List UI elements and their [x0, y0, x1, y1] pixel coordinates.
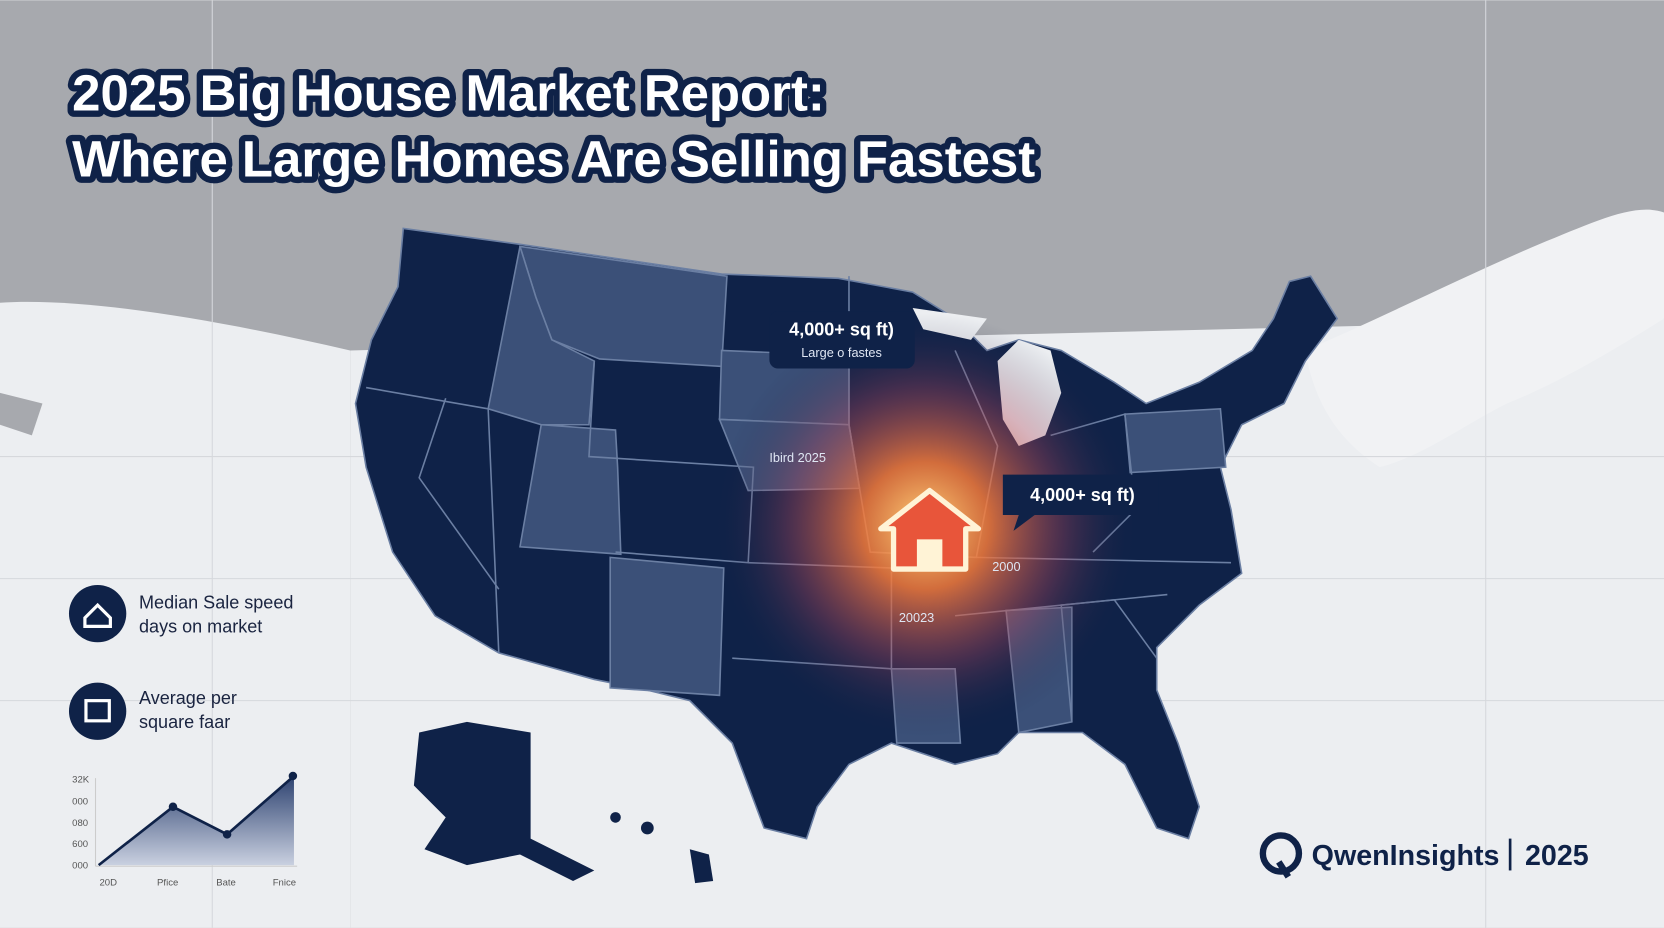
island	[689, 849, 714, 884]
water-patch	[0, 392, 43, 436]
border	[418, 397, 500, 590]
brand-logo	[1259, 832, 1303, 875]
brand-name: QwenInsights	[1312, 840, 1500, 872]
mini-dot	[168, 802, 178, 812]
legend-text: square faar	[139, 712, 230, 732]
island	[610, 812, 621, 823]
land-canada-east	[1305, 209, 1664, 468]
mini-dot	[222, 830, 232, 839]
brand-logo	[1276, 860, 1292, 879]
legend-glyph	[84, 699, 111, 723]
legend-icon	[68, 682, 127, 740]
y-label: 000	[72, 797, 88, 808]
mini-line	[97, 775, 295, 867]
y-label: 080	[72, 818, 88, 829]
house-shape	[878, 487, 982, 572]
callout-sublabel: Large o fastes	[801, 345, 882, 360]
y-label: 32K	[72, 774, 90, 785]
title-line: Where Large Homes Are Selling Fastest	[72, 130, 1035, 187]
y-label: 600	[72, 839, 88, 850]
map-label: 20023	[899, 610, 934, 625]
alaska	[413, 721, 595, 882]
mini-dot	[288, 771, 298, 781]
x-label: Bate	[216, 877, 236, 888]
y-label: 000	[72, 860, 88, 871]
mini-chart: 32K 000 080 600 000 20D Pfice Bate Fnice	[72, 771, 298, 888]
callout-box	[1002, 474, 1159, 531]
callout-label: 4,000+ sq ft)	[1030, 485, 1135, 505]
mini-area	[98, 776, 294, 866]
legend-glyph	[83, 602, 112, 628]
callout-label: 4,000+ sq ft)	[789, 320, 894, 340]
house-door	[916, 539, 943, 570]
x-label: Pfice	[157, 877, 178, 888]
legend-text: days on market	[139, 617, 262, 637]
hawaii	[610, 812, 714, 884]
legend-text: Average per	[139, 688, 237, 708]
state	[1124, 407, 1227, 474]
border	[365, 386, 500, 653]
callout-box	[769, 311, 915, 369]
legend-text: Median Sale speed	[139, 592, 293, 612]
x-label: Fnice	[273, 877, 296, 888]
brand-year: 2025	[1525, 840, 1589, 872]
land-west	[0, 301, 351, 928]
x-label: 20D	[99, 877, 117, 888]
state	[609, 556, 725, 697]
island	[640, 821, 654, 835]
map-label: Ibird 2025	[769, 450, 826, 465]
legend-icon	[68, 584, 127, 643]
title-line: 2025 Big House Market Report:	[72, 65, 825, 122]
map-label: 2000	[992, 559, 1020, 574]
house-icon	[878, 487, 982, 572]
